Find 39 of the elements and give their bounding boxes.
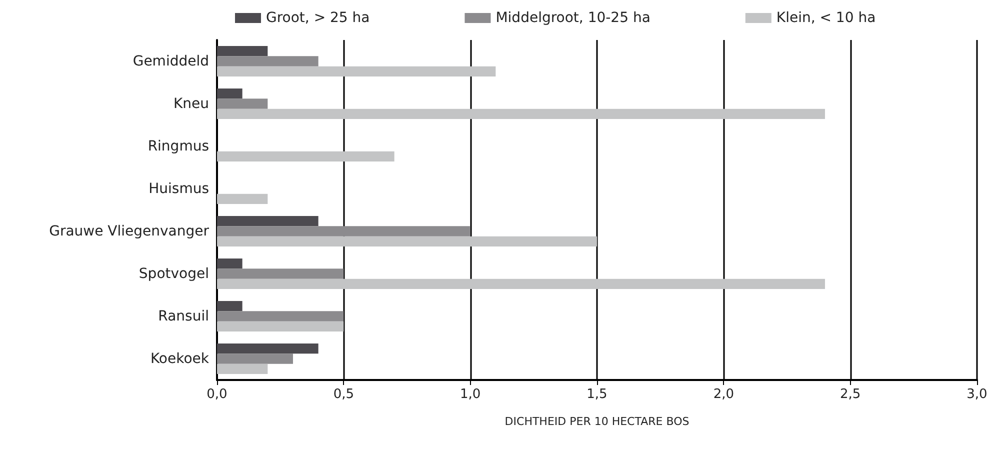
legend-label: Klein, < 10 ha bbox=[776, 10, 876, 26]
bar bbox=[217, 226, 470, 236]
bar bbox=[217, 364, 268, 374]
x-axis-title: DICHTHEID PER 10 HECTARE BOS bbox=[504, 415, 690, 428]
bar bbox=[217, 236, 597, 247]
y-tick-label: Gemiddeld bbox=[132, 53, 209, 70]
bar bbox=[217, 216, 318, 226]
bar bbox=[217, 66, 496, 77]
bar bbox=[217, 88, 242, 99]
x-tick-label: 2,0 bbox=[713, 387, 734, 402]
x-tick-label: 3,0 bbox=[966, 387, 988, 402]
bar bbox=[217, 354, 293, 364]
bar bbox=[217, 46, 268, 56]
y-tick-label: Huismus bbox=[148, 180, 209, 197]
bar bbox=[217, 343, 318, 354]
x-tick-label: 2,5 bbox=[840, 387, 861, 402]
x-tick-label: 0,5 bbox=[333, 387, 354, 402]
y-tick-label: Kneu bbox=[173, 96, 209, 112]
y-tick-label: Grauwe Vliegenvanger bbox=[49, 223, 210, 240]
bar bbox=[217, 300, 242, 312]
x-tick-label: 1,5 bbox=[586, 387, 608, 402]
bar bbox=[217, 278, 825, 290]
legend-label: Groot, > 25 ha bbox=[266, 10, 370, 26]
y-tick-label: Koekoek bbox=[150, 350, 210, 367]
y-tick-label: Ransuil bbox=[158, 308, 209, 324]
y-tick-label: Spotvogel bbox=[138, 266, 209, 282]
legend-label: Middelgroot, 10-25 ha bbox=[496, 10, 650, 26]
bar bbox=[217, 98, 268, 109]
bar bbox=[217, 268, 344, 279]
bar bbox=[217, 321, 344, 332]
bar bbox=[217, 311, 344, 322]
bar bbox=[217, 194, 268, 204]
bar bbox=[217, 258, 242, 269]
x-tick-label: 1,0 bbox=[460, 387, 481, 402]
x-tick-label: 0,0 bbox=[206, 387, 228, 402]
bar bbox=[217, 108, 825, 120]
bar bbox=[217, 151, 394, 162]
bar bbox=[217, 56, 318, 66]
y-tick-label: Ringmus bbox=[148, 138, 209, 154]
